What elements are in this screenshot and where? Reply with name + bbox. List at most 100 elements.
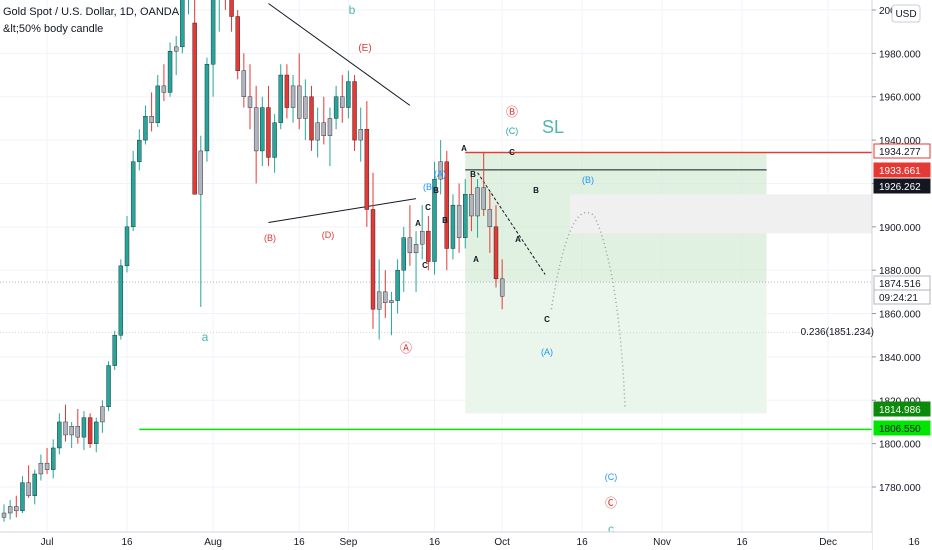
candle-body [57, 421, 62, 449]
candle-body [69, 426, 74, 436]
candle-body [81, 417, 87, 438]
candle-body [38, 462, 44, 475]
time-tick-label: 16 [577, 537, 589, 548]
fib-label: 0.236(1851.234) [801, 327, 874, 338]
price-tag-label: 1814.986 [879, 405, 921, 416]
candle-body [173, 46, 179, 52]
channel-line [477, 172, 546, 275]
candle-body [198, 150, 204, 195]
wave-label: A [415, 219, 421, 228]
candle-body [278, 74, 283, 123]
candle-body [303, 96, 308, 119]
candle-body [358, 129, 363, 141]
candle-body [469, 194, 474, 217]
wave-label: c [608, 522, 614, 536]
price-tick-label: 1840.000 [879, 353, 921, 364]
candle-body [51, 447, 56, 470]
time-tick-label: Dec [819, 537, 837, 548]
candle-body [420, 230, 425, 245]
wave-label: (A) [434, 169, 446, 179]
candle-body [1, 512, 7, 518]
time-tick-label: 16 [121, 537, 133, 548]
candle-body [487, 209, 493, 228]
time-axis-bg [0, 532, 872, 550]
candle-body [444, 161, 449, 249]
candle-body [432, 178, 437, 262]
candle-body [260, 107, 265, 152]
candle-body [32, 473, 37, 496]
price-tag [873, 143, 931, 159]
time-tick-label: Aug [204, 537, 222, 548]
candle-body [94, 421, 99, 444]
candle-body [161, 85, 167, 93]
candle-body [26, 482, 31, 496]
candle-body [407, 237, 413, 254]
candle-body [229, 0, 234, 17]
wave-label: (C) [506, 126, 519, 136]
candle-body [272, 122, 277, 158]
chart-subtitle: &lt;50% body candle [3, 23, 103, 35]
wave-label: C [425, 203, 431, 212]
price-tag [873, 162, 931, 178]
wave-label: A [461, 144, 467, 153]
candle-body [475, 187, 480, 217]
time-tick-label: 16 [429, 537, 441, 548]
candle-body [118, 265, 124, 336]
candle-body [137, 139, 142, 162]
candle-body [284, 74, 290, 108]
time-axis[interactable]: Jul16Aug16Sep16Oct16Nov16Dec162021 [0, 531, 932, 550]
wave-label: Ⓐ [400, 341, 412, 355]
price-tick-label: 1980.000 [879, 49, 921, 60]
price-tag-label: 1806.550 [879, 424, 921, 435]
triangle-upper-line [268, 3, 411, 106]
candle-body [481, 187, 486, 210]
candle-body [180, 0, 185, 48]
wave-label: (B) [423, 182, 435, 192]
price-tag-label: 1926.262 [879, 182, 921, 193]
candle-body [112, 335, 117, 366]
price-tag [873, 420, 931, 436]
wave-label: b [349, 3, 356, 17]
chart-title: Gold Spot / U.S. Dollar, 1D, OANDA [3, 6, 180, 18]
candle-body [413, 243, 419, 254]
candle-body [346, 81, 351, 108]
candle-body [438, 161, 443, 180]
currency-button[interactable]: USD [891, 4, 921, 23]
candle-body [204, 64, 210, 152]
wave-label: (D) [322, 230, 335, 240]
time-tick-label: 16 [294, 537, 306, 548]
candle-body [192, 22, 197, 195]
trend-lines [268, 3, 626, 409]
wave-label: B [433, 186, 439, 195]
price-tick-label: 1880.000 [879, 266, 921, 277]
price-tick-label: 1960.000 [879, 93, 921, 104]
candle-body [75, 426, 81, 438]
price-tick-label: 1860.000 [879, 310, 921, 321]
candle-body [370, 209, 376, 310]
candle-body [426, 230, 431, 262]
candle-body [352, 81, 357, 141]
candle-body [333, 96, 339, 119]
candle-body [450, 204, 456, 249]
candle-body [20, 482, 25, 512]
price-axis-bg [872, 0, 932, 550]
position-zones [465, 153, 872, 414]
candle-body [340, 96, 345, 108]
projection-path [550, 211, 626, 409]
candles [1, 0, 505, 522]
time-tick-label: Sep [340, 537, 358, 548]
wave-label: Ⓒ [605, 496, 617, 510]
candle-body [395, 269, 400, 301]
candle-body [493, 226, 499, 280]
price-tag-label: 1933.661 [879, 166, 921, 177]
wave-label: C [544, 315, 550, 324]
candle-body [327, 118, 333, 136]
candle-body [155, 85, 160, 123]
time-tick-label: 16 [736, 537, 748, 548]
price-tick-label: 1800.000 [879, 440, 921, 451]
price-axis[interactable]: 1780.0001800.0001820.0001840.0001860.000… [871, 0, 932, 550]
candle-body [124, 226, 130, 267]
candle-body [266, 107, 271, 158]
